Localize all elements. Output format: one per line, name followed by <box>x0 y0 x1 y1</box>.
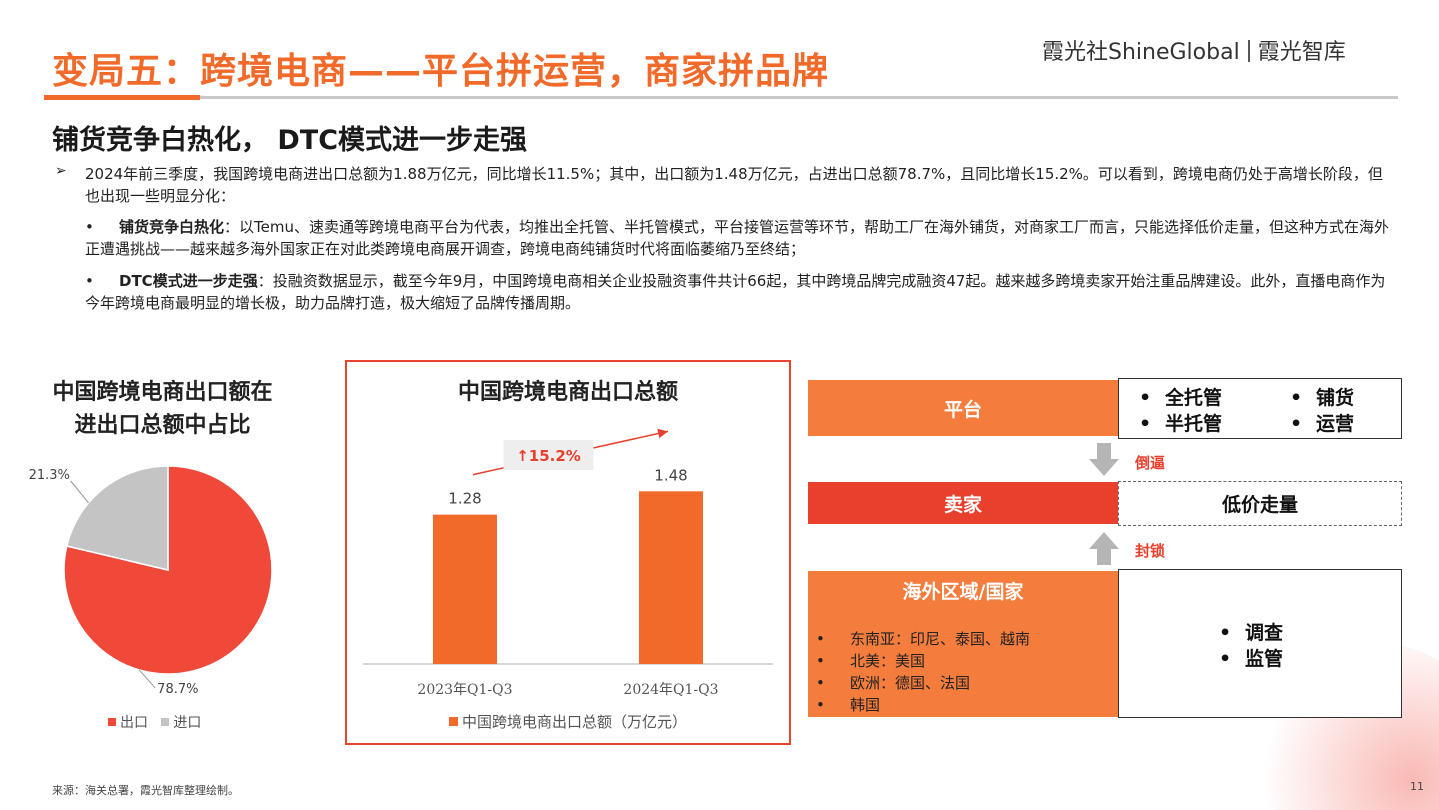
category-label: 2023年Q1-Q3 <box>417 682 512 698</box>
arrow-up-icon <box>1089 532 1119 565</box>
leader-line <box>70 480 89 504</box>
platform-box: 平台 <box>808 380 1118 436</box>
bullet-dot-icon: • <box>85 218 94 236</box>
section-subtitle: 铺货竞争白热化， DTC模式进一步走强 <box>52 125 528 156</box>
point-distribution-text: ：以Temu、速卖通等跨境电商平台为代表，均推出全托管、半托管模式，平台接管运营… <box>85 218 1389 258</box>
pie-chart: 78.7% 21.3% <box>29 465 273 697</box>
pie-legend: 出口 进口 <box>108 712 201 732</box>
point-distribution-heading: 铺货竞争白热化 <box>119 218 225 236</box>
platform-function-item: • 运营 <box>1290 413 1355 435</box>
source-note: 来源：海关总署，霞光智库整理绘制。 <box>52 784 239 797</box>
pie-title-line2: 进出口总额中占比 <box>74 413 251 438</box>
bullet-dot-icon: • <box>85 272 94 290</box>
pie-chart-title: 中国跨境电商出口额在 进出口总额中占比 <box>20 376 305 442</box>
seller-label: 卖家 <box>943 493 982 516</box>
seller-result-label: 低价走量 <box>1221 494 1298 516</box>
growth-annotation: ↑15.2% <box>516 447 581 465</box>
action-item: • 监管 <box>1219 648 1284 670</box>
growth-arrow-head <box>657 428 668 439</box>
legend-swatch-import <box>161 718 170 726</box>
page-title: 变局五：跨境电商——平台拼运营，商家拼品牌 <box>52 51 830 92</box>
overseas-title: 海外区域/国家 <box>902 581 1024 603</box>
pie-slice-export <box>63 465 273 675</box>
pie-label-export: 78.7% <box>157 682 198 697</box>
title-divider <box>44 96 1398 99</box>
legend-swatch-bar <box>448 717 458 726</box>
seller-box: 卖家 <box>808 482 1118 524</box>
pie-label-import: 21.3% <box>29 468 70 483</box>
block-up-label: 封锁 <box>1135 542 1166 560</box>
bar-chart-title: 中国跨境电商出口总额 <box>457 380 678 405</box>
brand-think-tank: 霞光智库 <box>1257 40 1346 65</box>
bar-value-label: 1.28 <box>448 490 481 508</box>
summary-paragraph: 2024年前三季度，我国跨境电商进出口总额为1.88万亿元，同比增长11.5%；… <box>85 165 1383 205</box>
bar-chart: 1.28 2023年Q1-Q3 1.48 2024年Q1-Q3 ↑15.2% <box>363 428 773 698</box>
action-item: • 调查 <box>1219 622 1284 644</box>
seller-result-box: 低价走量 <box>1118 481 1402 526</box>
bar-2 <box>639 491 703 664</box>
bar-1 <box>433 514 497 664</box>
leader-line <box>138 669 156 689</box>
pie-slice-import <box>65 465 169 571</box>
bar-value-label: 1.48 <box>654 466 687 484</box>
platform-mode-item: • 半托管 <box>1139 413 1223 435</box>
point-dtc-heading: DTC模式进一步走强 <box>119 272 258 290</box>
bar-legend-label: 中国跨境电商出口总额（万亿元） <box>461 713 687 731</box>
country-item: • 北美：美国 <box>816 652 926 670</box>
legend-swatch-export <box>108 718 116 726</box>
country-item: • 欧洲：德国、法国 <box>816 674 971 692</box>
country-item: • 东南亚：印尼、泰国、越南 <box>816 630 1031 648</box>
growth-annotation-box <box>503 440 594 470</box>
page-number: 11 <box>1410 780 1424 793</box>
legend-import-label: 进口 <box>173 715 202 731</box>
pie-title-line1: 中国跨境电商出口额在 <box>52 380 273 405</box>
country-item: • 韩国 <box>816 696 881 714</box>
arrow-down-icon <box>1089 443 1119 476</box>
platform-mode-item: • 全托管 <box>1139 387 1223 409</box>
platform-label: 平台 <box>943 398 982 421</box>
platform-modes-box: • 全托管 • 半托管 <box>1118 378 1261 439</box>
point-dtc: • DTC模式进一步走强：投融资数据显示，截至今年9月，中国跨境电商相关企业投融资… <box>85 270 1395 314</box>
platform-functions-box: • 铺货 • 运营 <box>1260 378 1402 439</box>
overseas-box: 海外区域/国家 • 东南亚：印尼、泰国、越南 • 北美：美国 • 欧洲：德国、法国 •… <box>808 571 1118 717</box>
arrow-bullet-icon: ➢ <box>55 163 67 179</box>
brand-logo: 霞光社ShineGlobal 霞光智库 <box>1042 34 1346 66</box>
platform-function-item: • 铺货 <box>1290 387 1355 409</box>
brand-name: 霞光社ShineGlobal <box>1042 40 1240 65</box>
bar-legend: 中国跨境电商出口总额（万亿元） <box>345 711 791 732</box>
title-divider-accent <box>44 95 200 100</box>
brand-separator <box>1247 40 1250 62</box>
category-label: 2024年Q1-Q3 <box>623 682 718 698</box>
legend-export-label: 出口 <box>120 715 148 731</box>
bar-chart-panel <box>345 360 791 745</box>
country-list: • 东南亚：印尼、泰国、越南 • 北美：美国 • 欧洲：德国、法国 • 韩国 <box>808 628 1118 716</box>
point-distribution: • 铺货竞争白热化：以Temu、速卖通等跨境电商平台为代表，均推出全托管、半托管模… <box>85 216 1395 260</box>
actions-box: • 调查 • 监管 <box>1118 569 1402 718</box>
force-down-label: 倒逼 <box>1135 454 1166 472</box>
point-dtc-text: ：投融资数据显示，截至今年9月，中国跨境电商相关企业投融资事件共计66起，其中跨… <box>85 272 1386 312</box>
